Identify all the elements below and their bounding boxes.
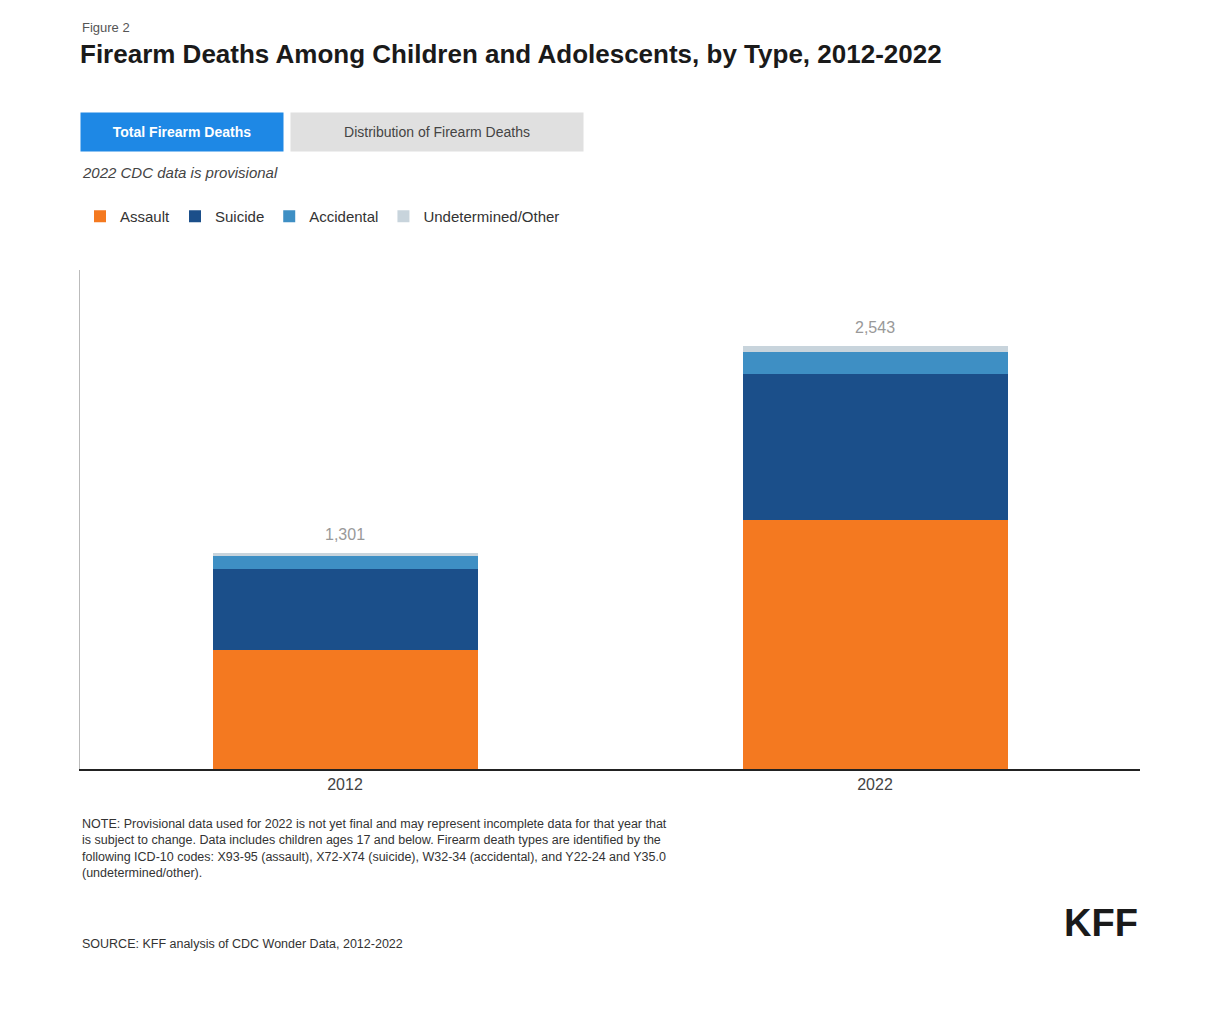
svg-text:KFF: KFF <box>1064 902 1138 944</box>
svg-text:SOURCE: KFF analysis of CDC Wo: SOURCE: KFF analysis of CDC Wonder Data,… <box>82 937 403 951</box>
svg-text:2,543: 2,543 <box>855 319 895 336</box>
svg-text:2012: 2012 <box>327 776 363 793</box>
svg-text:Distribution of Firearm Deaths: Distribution of Firearm Deaths <box>344 124 530 140</box>
svg-text:2022 CDC data is provisional: 2022 CDC data is provisional <box>82 164 278 181</box>
svg-text:Accidental: Accidental <box>309 208 378 225</box>
svg-text:NOTE: Provisional data used fo: NOTE: Provisional data used for 2022 is … <box>82 817 667 880</box>
svg-text:1,301: 1,301 <box>325 526 365 543</box>
svg-text:Assault: Assault <box>120 208 170 225</box>
svg-text:Total Firearm Deaths: Total Firearm Deaths <box>113 124 251 140</box>
svg-text:Firearm Deaths Among Children: Firearm Deaths Among Children and Adoles… <box>80 39 942 69</box>
svg-text:Figure 2: Figure 2 <box>82 20 130 35</box>
svg-text:2022: 2022 <box>857 776 893 793</box>
svg-text:Undetermined/Other: Undetermined/Other <box>423 208 559 225</box>
svg-text:Suicide: Suicide <box>215 208 264 225</box>
